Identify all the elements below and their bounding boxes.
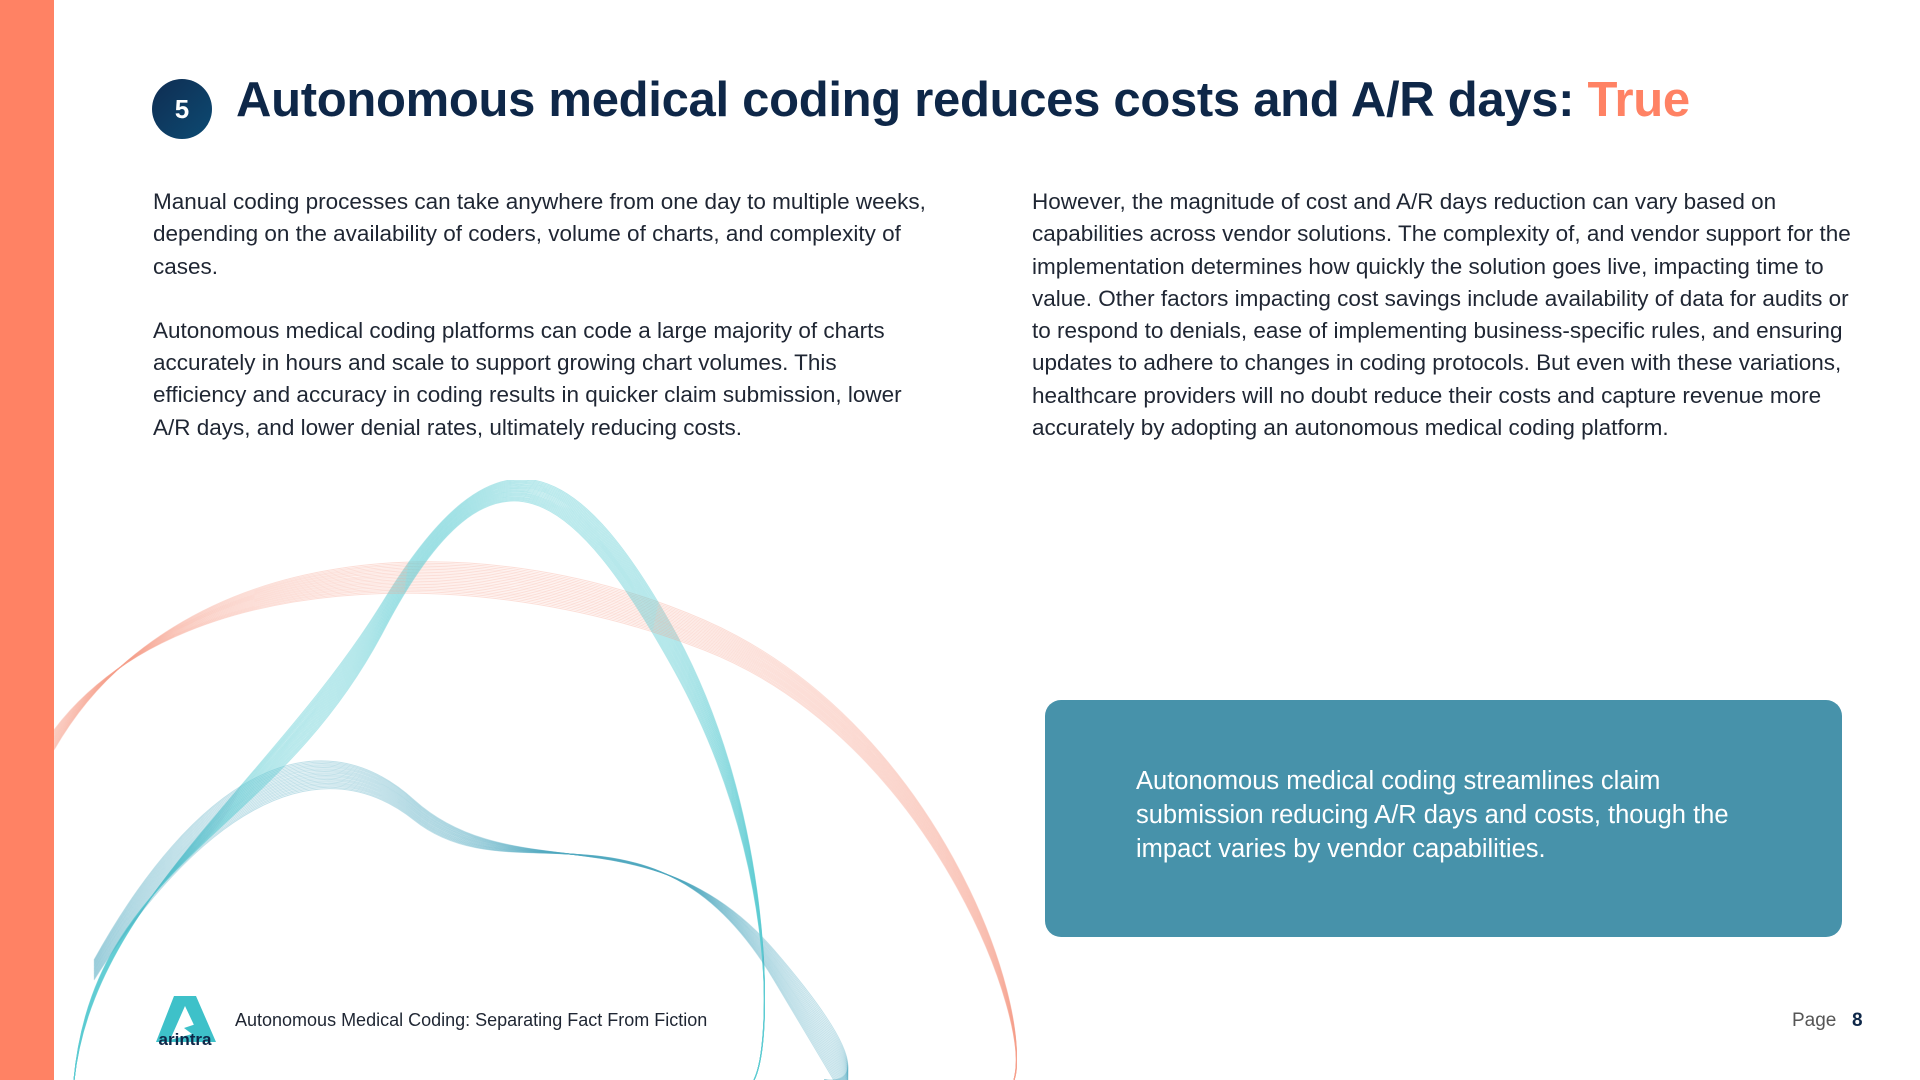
left-column: Manual coding processes can take anywher…: [153, 186, 933, 476]
wave-line: [54, 573, 1017, 1080]
wave-line: [93, 768, 849, 1080]
wave-line: [54, 564, 1017, 1080]
wave-line: [54, 567, 1017, 1080]
wave-line: [73, 487, 765, 1080]
wave-line: [73, 494, 765, 1080]
wave-line: [54, 571, 1017, 1080]
wave-line: [73, 482, 765, 1080]
wave-line: [93, 776, 846, 1080]
wave-line: [93, 764, 849, 1080]
wave-line: [54, 577, 1017, 1080]
wave-line: [54, 580, 1017, 1080]
wave-line: [73, 492, 765, 1080]
wave-line: [73, 480, 765, 1080]
wave-line: [73, 499, 765, 1080]
wave-line: [73, 484, 765, 1080]
page-title: Autonomous medical coding reduces costs …: [236, 72, 1690, 128]
wave-line: [54, 583, 1017, 1080]
wave-line: [93, 777, 845, 1080]
wave-line: [93, 786, 836, 1080]
wave-line: [73, 500, 765, 1080]
wave-line: [93, 765, 849, 1080]
wave-line: [93, 773, 848, 1080]
wave-line: [93, 788, 835, 1080]
right-column: However, the magnitude of cost and A/R d…: [1032, 186, 1862, 476]
wave-line: [73, 488, 765, 1080]
slide-number-badge: 5: [152, 79, 212, 139]
logo-wordmark: arintra: [158, 1030, 212, 1049]
arintra-logo-icon: [156, 996, 216, 1042]
wave-line: [73, 491, 765, 1080]
decorative-waves: [54, 480, 1017, 1080]
wave-line: [93, 767, 849, 1080]
wave-line: [73, 489, 765, 1080]
wave-line: [54, 568, 1017, 1080]
wave-line: [93, 769, 849, 1080]
title-text: Autonomous medical coding reduces costs …: [236, 73, 1575, 127]
wave-line: [54, 562, 1017, 1080]
wave-line: [93, 781, 842, 1080]
page-label: Page: [1792, 1010, 1837, 1031]
wave-line: [73, 490, 765, 1080]
footer-document-title: Autonomous Medical Coding: Separating Fa…: [235, 1010, 708, 1030]
paragraph: However, the magnitude of cost and A/R d…: [1032, 189, 1851, 441]
wave-line: [73, 495, 765, 1080]
wave-line: [93, 774, 847, 1080]
wave-line: [93, 761, 849, 1080]
wave-line: [93, 784, 839, 1080]
wave-line: [93, 763, 849, 1080]
wave-line: [54, 592, 1017, 1080]
wave-line: [54, 582, 1017, 1080]
wave-line: [54, 570, 1017, 1080]
wave-line: [93, 778, 844, 1080]
wave-line: [54, 585, 1017, 1080]
wave-line: [93, 760, 849, 1080]
paragraph: Autonomous medical coding platforms can …: [153, 317, 902, 440]
paragraph: Manual coding processes can take anywher…: [153, 189, 926, 279]
wave-line: [54, 576, 1017, 1080]
wave-line: [93, 772, 849, 1080]
wave-line: [93, 780, 843, 1080]
wave-line: [54, 561, 1017, 1080]
wave-line: [54, 565, 1017, 1080]
wave-line: [73, 496, 765, 1080]
verdict: True: [1587, 73, 1691, 127]
wave-line: [93, 771, 849, 1080]
callout-text: Autonomous medical coding streamlines cl…: [1136, 767, 1729, 863]
accent-sidebar: [0, 0, 54, 1080]
wave-line: [73, 493, 765, 1080]
wave-line: [73, 497, 765, 1080]
wave-line: [54, 579, 1017, 1080]
wave-line: [54, 591, 1017, 1080]
wave-line: [73, 480, 765, 1080]
wave-line: [54, 588, 1017, 1080]
wave-line: [54, 586, 1017, 1080]
wave-line: [73, 485, 765, 1080]
page-number: 8: [1852, 1010, 1863, 1031]
wave-line: [54, 574, 1017, 1080]
wave-line: [73, 480, 765, 1080]
callout-box: Autonomous medical coding streamlines cl…: [1045, 700, 1842, 937]
wave-line: [54, 589, 1017, 1080]
wave-line: [93, 782, 840, 1080]
wave-line: [73, 486, 765, 1080]
wave-line: [73, 498, 765, 1080]
wave-line: [73, 481, 765, 1080]
wave-line: [93, 785, 838, 1080]
